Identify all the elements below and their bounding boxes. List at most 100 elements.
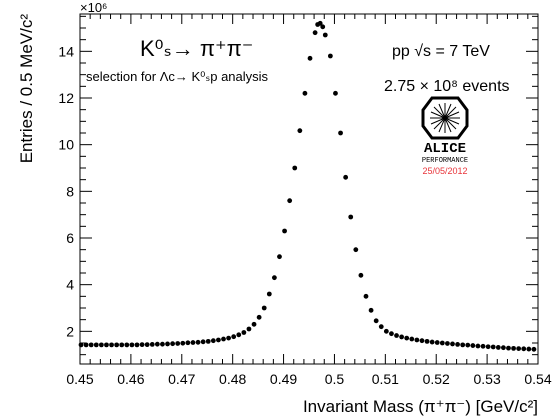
data-point <box>490 344 496 350</box>
data-point <box>338 130 343 136</box>
data-point <box>373 318 379 324</box>
selection-annotation: selection for Λᴄ→ K⁰ₛp analysis <box>86 69 269 84</box>
data-point <box>114 342 120 348</box>
data-point <box>434 340 440 345</box>
data-point <box>160 341 165 347</box>
data-point <box>363 293 369 299</box>
data-point <box>500 345 506 351</box>
data-point <box>506 345 511 351</box>
data-point <box>424 338 430 344</box>
data-point <box>404 335 410 341</box>
events-annotation: 2.75 × 10⁸ events <box>384 78 510 95</box>
y-axis-title: Entries / 0.5 MeV/c² <box>17 14 36 164</box>
data-point <box>399 334 405 340</box>
data-point <box>78 342 84 348</box>
data-point <box>180 340 186 346</box>
data-point <box>266 291 272 297</box>
data-point <box>185 340 191 346</box>
data-point <box>465 342 471 348</box>
alice-logo-text: ALICE <box>424 141 466 157</box>
data-point <box>190 340 196 345</box>
data-point <box>302 90 308 96</box>
data-point <box>119 342 125 348</box>
data-point <box>511 345 516 351</box>
data-point <box>394 333 399 338</box>
data-point <box>170 341 176 347</box>
alice-logo: ALICE PERFORMANCE 25/05/2012 <box>421 96 469 176</box>
data-point <box>368 307 374 313</box>
data-point <box>419 338 425 344</box>
x-tick-label-4: 0.49 <box>270 371 297 387</box>
data-point <box>480 343 486 349</box>
data-point <box>251 321 257 327</box>
data-point <box>282 228 287 234</box>
data-point <box>226 335 231 341</box>
data-point <box>516 346 522 351</box>
data-point <box>414 337 420 343</box>
x-axis-title: Invariant Mass (π⁺π⁻) [GeV/c²] <box>303 397 538 416</box>
x-tick-label-7: 0.52 <box>423 371 450 387</box>
decay-annotation: K⁰ₛ→ π⁺π⁻ <box>140 36 253 61</box>
data-point <box>455 342 460 347</box>
data-point <box>246 326 252 332</box>
data-point <box>144 342 150 348</box>
data-point <box>149 342 155 347</box>
data-point <box>439 340 445 346</box>
data-point <box>256 314 262 320</box>
data-point <box>495 345 501 350</box>
data-point <box>261 305 267 311</box>
data-point <box>317 20 323 26</box>
data-point <box>109 342 114 348</box>
x-tick-label-3: 0.48 <box>219 371 246 387</box>
alice-logo-date: 25/05/2012 <box>422 166 467 176</box>
data-point <box>307 55 313 61</box>
x-tick-label-8: 0.53 <box>473 371 500 387</box>
data-point <box>104 342 109 348</box>
data-point <box>348 214 354 220</box>
x-tick-label-5: 0.5 <box>325 371 345 387</box>
energy-annotation: pp √s = 7 TeV <box>392 43 490 60</box>
y-exponent-label: ×10⁶ <box>80 0 107 15</box>
data-point <box>389 331 394 337</box>
x-tick-label-0: 0.45 <box>66 371 93 387</box>
data-point <box>378 324 384 330</box>
alice-logo-icon <box>421 96 469 140</box>
x-tick-label-6: 0.51 <box>372 371 399 387</box>
data-point <box>139 342 145 348</box>
data-point <box>241 330 247 335</box>
data-point <box>429 339 435 345</box>
y-tick-label-3: 8 <box>66 183 74 199</box>
data-point <box>200 339 206 345</box>
plot-frame <box>79 13 539 365</box>
data-point <box>236 332 242 338</box>
data-point <box>327 53 333 59</box>
y-tick-label-0: 2 <box>66 323 74 339</box>
data-point <box>526 346 532 352</box>
y-tick-label-6: 14 <box>58 43 74 59</box>
data-point <box>353 247 359 253</box>
data-point <box>175 341 181 346</box>
data-point <box>221 336 226 342</box>
data-point <box>93 342 99 348</box>
data-point <box>271 275 277 281</box>
data-point <box>521 346 527 352</box>
data-point <box>470 343 476 348</box>
data-point <box>333 90 338 96</box>
data-point <box>531 346 537 352</box>
data-point <box>216 337 221 343</box>
data-point <box>88 342 94 348</box>
x-tick-label-1: 0.46 <box>117 371 144 387</box>
data-point <box>460 342 466 348</box>
data-point <box>277 254 282 260</box>
data-point <box>320 24 326 30</box>
data-point <box>383 328 389 334</box>
y-tick-label-2: 6 <box>66 230 74 246</box>
data-point <box>297 128 303 134</box>
data-point <box>343 174 349 180</box>
data-point <box>475 343 481 349</box>
data-point <box>358 272 364 278</box>
data-point <box>445 341 450 346</box>
data-point <box>165 341 170 347</box>
data-point <box>129 342 135 348</box>
